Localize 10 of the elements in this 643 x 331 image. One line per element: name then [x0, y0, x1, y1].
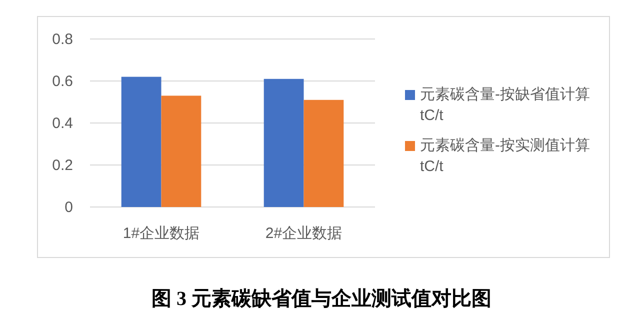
y-tick-label: 0.8: [52, 31, 73, 48]
text: 图 3 元素碳缺省值与企业测试值对比图: [150, 287, 492, 312]
x-tick-label: 1#企业数据: [122, 225, 200, 242]
x-tick-label: 2#企业数据: [265, 225, 342, 242]
legend-label: 元素碳含量-按缺省值计算 tC/t: [420, 85, 591, 126]
legend-label: 元素碳含量-按实测值计算 tC/t: [420, 136, 591, 177]
y-tick-label: 0: [64, 199, 73, 216]
y-tick-label: 0.2: [52, 157, 73, 174]
y-tick-label: 0.4: [52, 115, 73, 132]
y-tick-label: 0.6: [52, 73, 73, 90]
